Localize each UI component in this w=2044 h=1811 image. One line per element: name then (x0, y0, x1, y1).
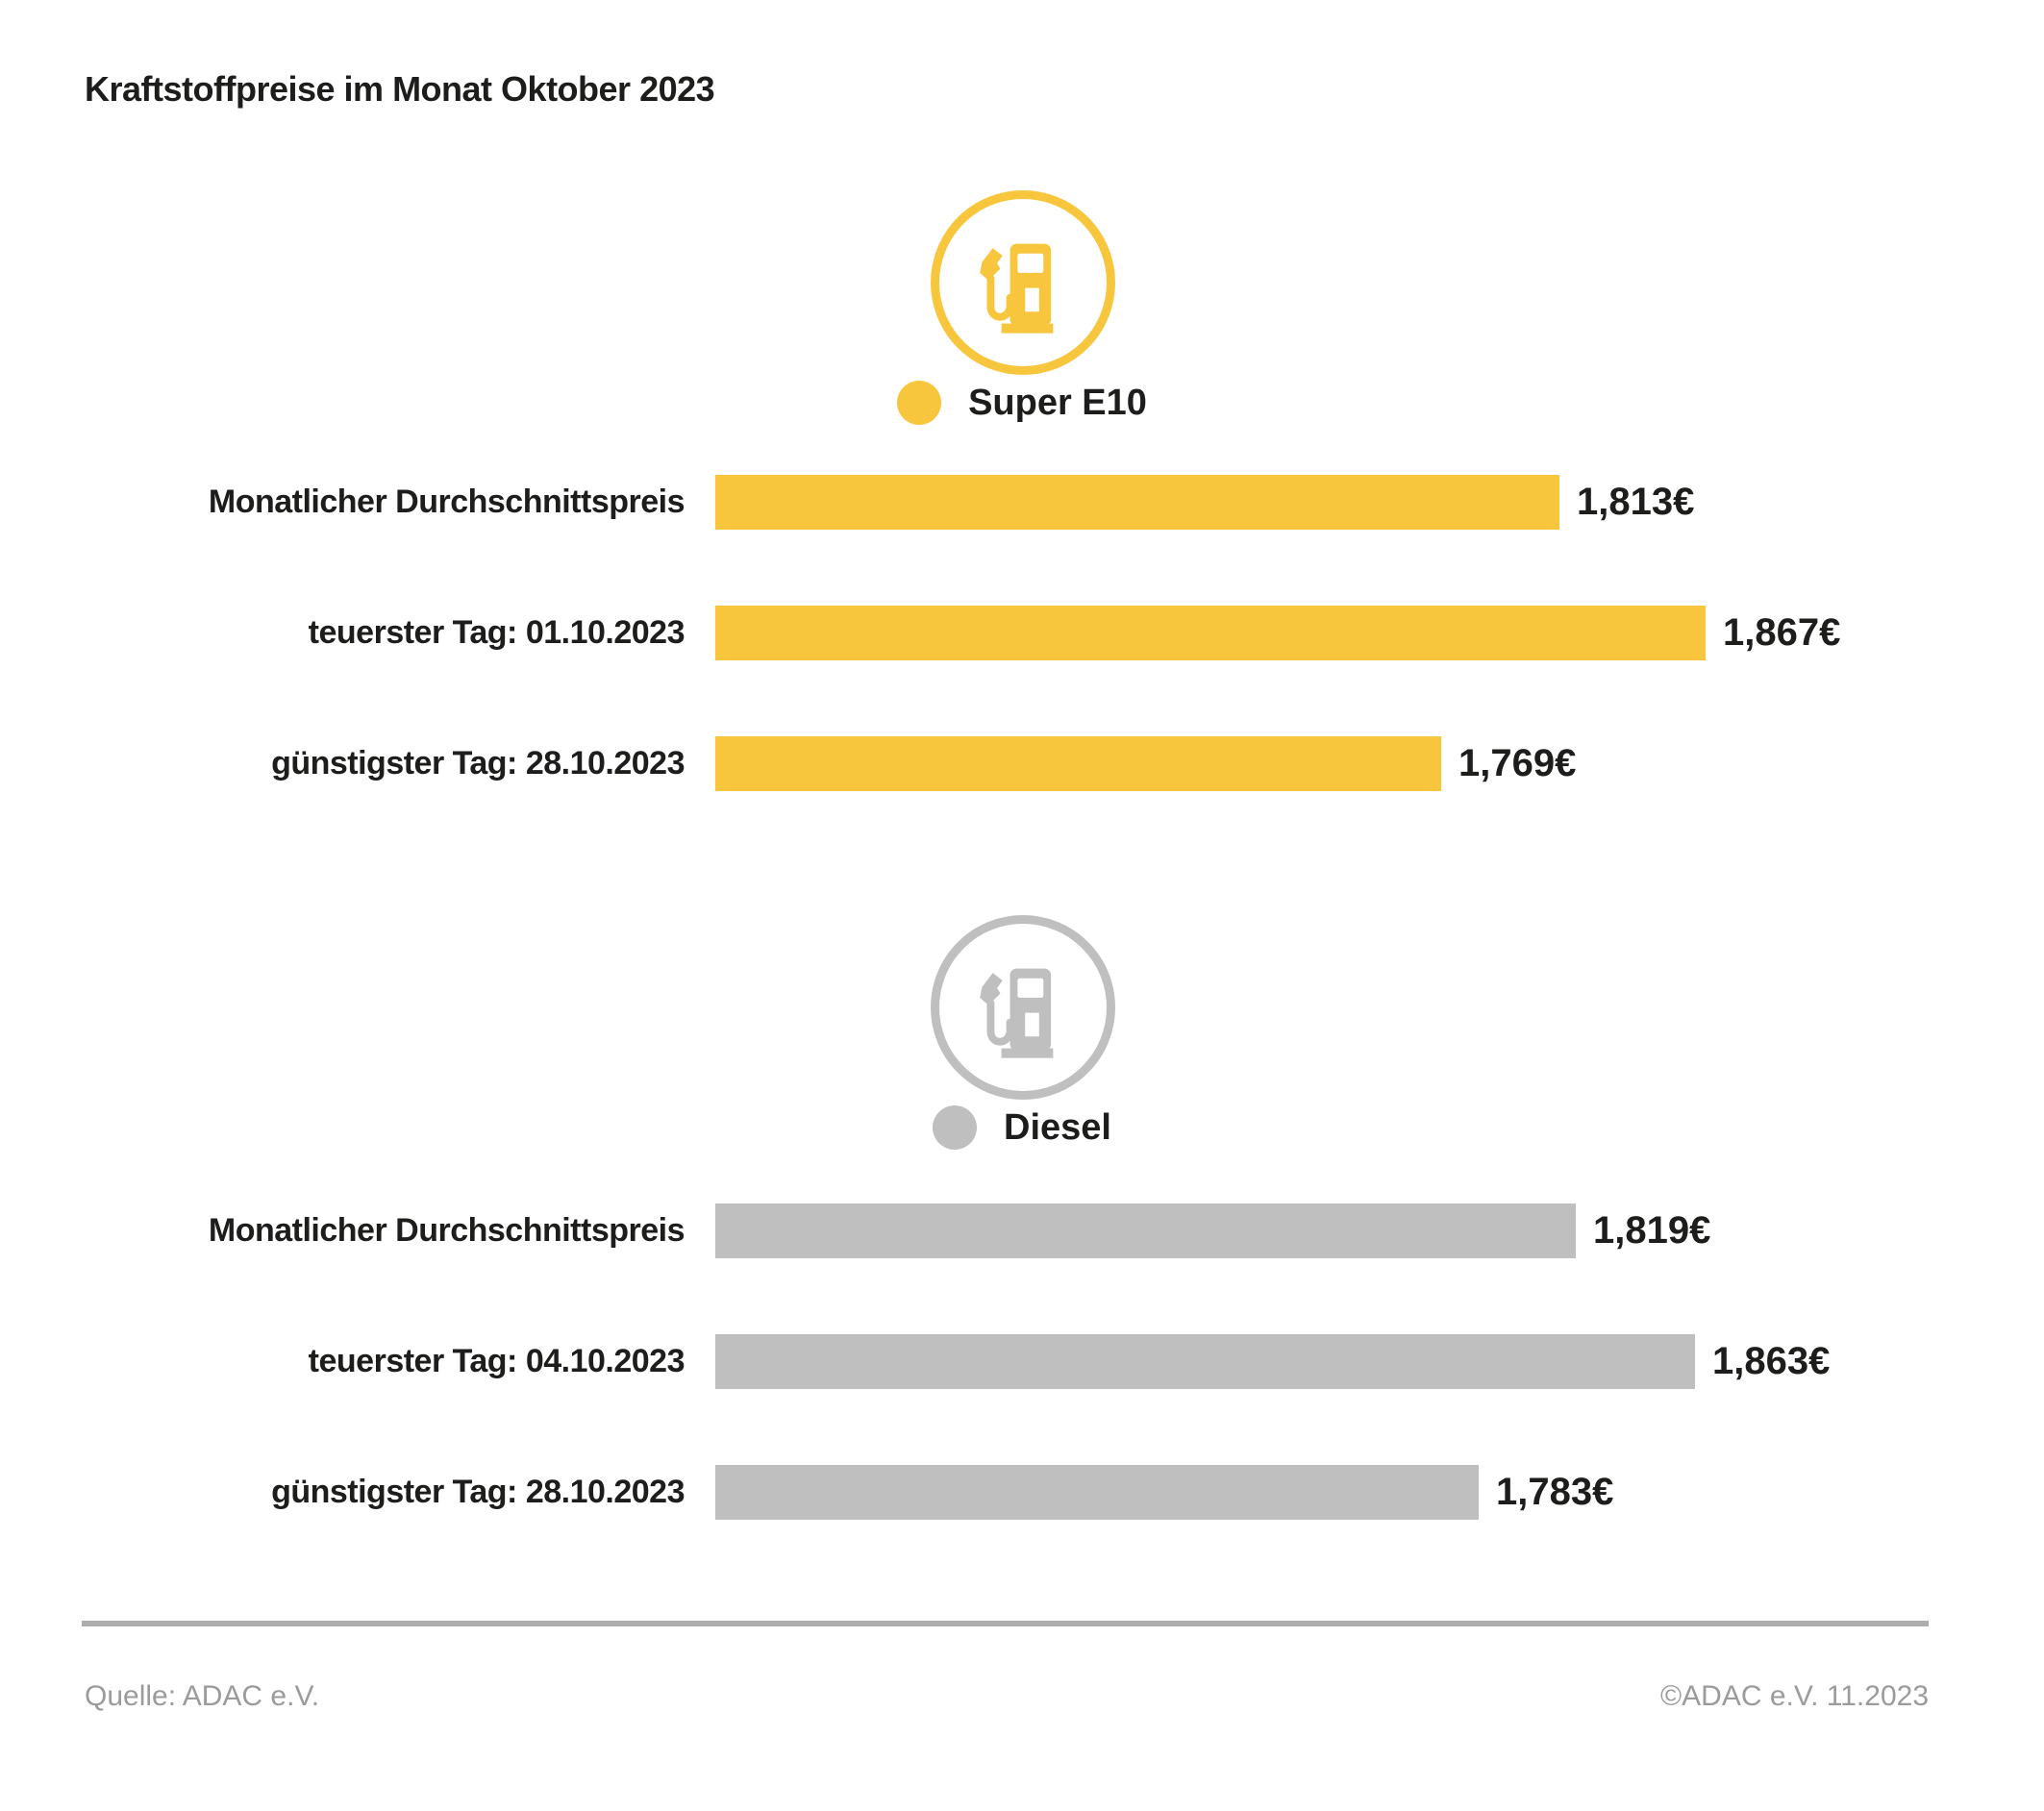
bar-label: teuerster Tag: 04.10.2023 (308, 1343, 685, 1379)
bar-row: teuerster Tag: 01.10.2023 1,867€ (85, 606, 1840, 660)
bar-label: Monatlicher Durchschnittspreis (208, 484, 685, 520)
footer-divider (82, 1621, 1929, 1626)
bar-super-avg (715, 475, 1559, 530)
source-text: Quelle: ADAC e.V. (85, 1680, 320, 1712)
bar-row: teuerster Tag: 04.10.2023 1,863€ (85, 1334, 1830, 1389)
legend-dot-super-e10 (897, 381, 942, 425)
bar-diesel-avg (715, 1203, 1576, 1258)
legend-label-super-e10: Super E10 (968, 382, 1147, 423)
legend-diesel: Diesel (0, 1105, 2044, 1150)
legend-dot-diesel (933, 1105, 978, 1150)
bar-label: günstigster Tag: 28.10.2023 (271, 745, 685, 781)
legend-super-e10: Super E10 (0, 381, 2044, 425)
bar-super-max (715, 606, 1706, 660)
bar-row: günstigster Tag: 28.10.2023 1,783€ (85, 1465, 1613, 1520)
copyright-text: ©ADAC e.V. 11.2023 (1660, 1680, 1929, 1712)
page-title: Kraftstoffpreise im Monat Oktober 2023 (85, 69, 715, 109)
bar-label: teuerster Tag: 01.10.2023 (308, 614, 685, 651)
bar-row: Monatlicher Durchschnittspreis 1,813€ (85, 475, 1694, 530)
fuel-pump-icon (931, 915, 1115, 1100)
bar-row: Monatlicher Durchschnittspreis 1,819€ (85, 1203, 1710, 1258)
bar-label: günstigster Tag: 28.10.2023 (271, 1474, 685, 1510)
fuel-pump-icon (931, 190, 1115, 375)
bar-super-min (715, 736, 1441, 791)
fuel-pump-icon (980, 968, 1054, 1058)
fuel-pump-icon (980, 243, 1054, 334)
bar-value-label: 1,783€ (1496, 1471, 1614, 1513)
bar-row: günstigster Tag: 28.10.2023 1,769€ (85, 736, 1576, 791)
bar-value-label: 1,813€ (1577, 481, 1695, 523)
bar-diesel-max (715, 1334, 1695, 1389)
bar-value-label: 1,769€ (1458, 742, 1577, 784)
bar-diesel-min (715, 1465, 1479, 1520)
bar-value-label: 1,863€ (1712, 1340, 1831, 1382)
bar-label: Monatlicher Durchschnittspreis (208, 1212, 685, 1249)
legend-label-diesel: Diesel (1004, 1106, 1111, 1148)
bar-value-label: 1,819€ (1593, 1209, 1711, 1252)
bar-value-label: 1,867€ (1723, 611, 1841, 654)
